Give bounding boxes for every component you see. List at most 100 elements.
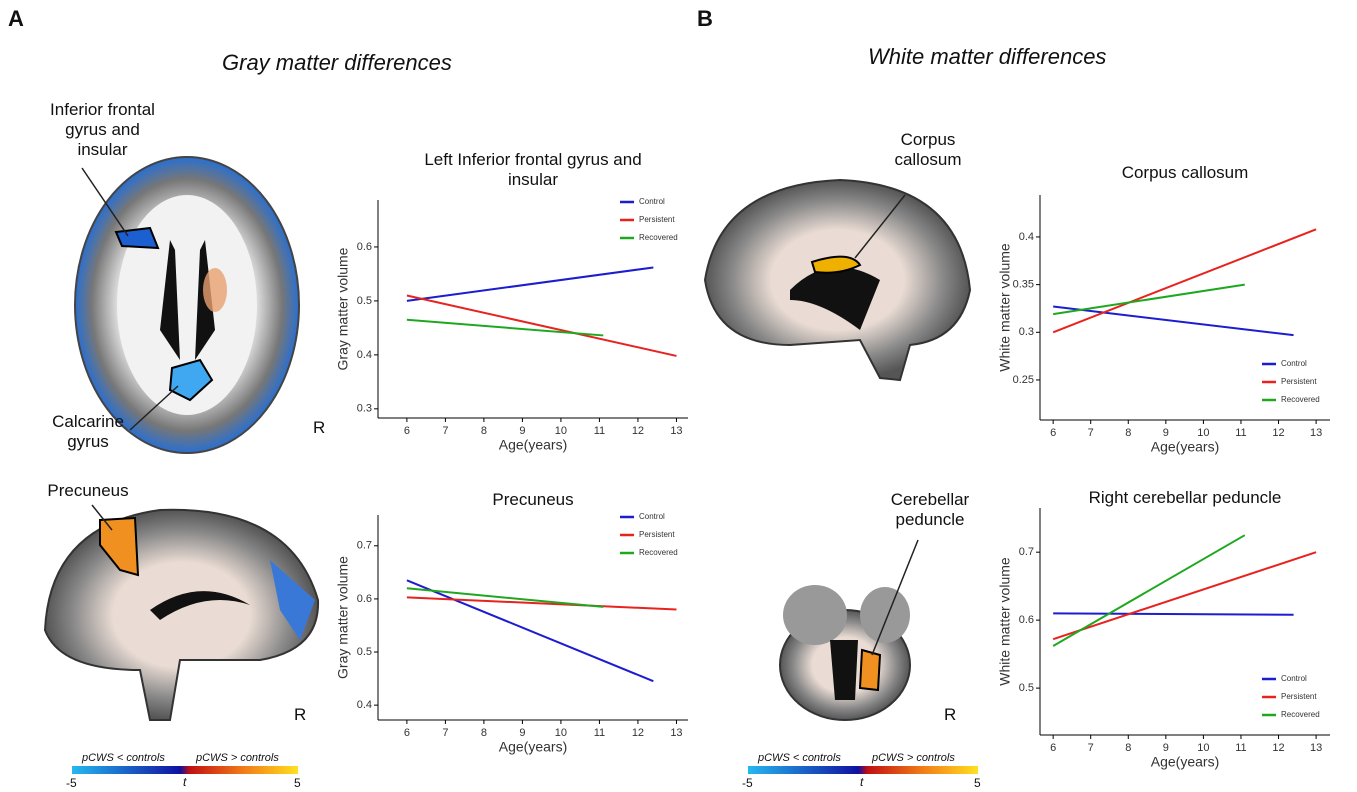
series-line: [406, 596, 677, 611]
colorbar: [72, 766, 298, 774]
series-line: [1053, 612, 1294, 616]
y-axis-label: White matter volume: [997, 557, 1013, 686]
region-label: Calcarine gyrus: [52, 412, 124, 451]
colorbar-tick: 5: [974, 776, 981, 790]
y-axis-label: Gray matter volume: [335, 556, 351, 679]
series-line: [406, 294, 677, 357]
chart-title: Corpus callosum: [1121, 163, 1249, 182]
legend-label: Control: [639, 197, 665, 206]
legend-label: Recovered: [1281, 710, 1320, 719]
x-axis-label: Age(years): [1151, 439, 1219, 455]
side-marker: R: [313, 418, 326, 437]
series-line: [406, 318, 604, 337]
x-axis-label: Age(years): [1151, 754, 1219, 770]
x-tick-label: 13: [670, 425, 682, 437]
series-line: [1053, 305, 1294, 337]
colorbar-tick: -5: [742, 776, 753, 790]
y-tick-label: 0.5: [357, 295, 372, 307]
y-tick-label: 0.3: [1019, 326, 1034, 338]
series-line: [406, 587, 604, 608]
x-tick-label: 12: [1272, 742, 1284, 754]
x-tick-label: 10: [555, 727, 567, 739]
x-tick-label: 8: [1125, 742, 1131, 754]
x-tick-label: 6: [404, 727, 410, 739]
axial-brain: [74, 156, 300, 454]
chart-title: Left Inferior frontal gyrus and insular: [424, 150, 642, 189]
side-marker: R: [944, 705, 957, 724]
series-line: [1052, 228, 1317, 334]
colorbar-label: pCWS < controls: [82, 752, 165, 764]
sagittal-brain-b: [703, 178, 972, 382]
x-tick-label: 13: [1310, 742, 1322, 754]
colorbar-tick: -5: [66, 776, 77, 790]
series-line: [1052, 551, 1317, 641]
y-tick-label: 0.4: [357, 699, 372, 711]
y-axis-label: Gray matter volume: [335, 247, 351, 370]
x-tick-label: 12: [632, 727, 644, 739]
colorbar-label: pCWS < controls: [758, 752, 841, 764]
y-tick-label: 0.4: [1019, 231, 1034, 243]
colorbar: [748, 766, 978, 774]
x-tick-label: 10: [1197, 427, 1209, 439]
region-label: Inferior frontal gyrus and insular: [50, 100, 155, 159]
x-tick-label: 10: [1197, 742, 1209, 754]
chart-title: Precuneus: [492, 490, 574, 509]
region-label: Cerebellar peduncle: [890, 490, 970, 529]
region-label: Corpus callosum: [894, 130, 962, 169]
side-marker: R: [294, 705, 307, 724]
y-tick-label: 0.7: [1019, 546, 1034, 558]
x-tick-label: 12: [632, 425, 644, 437]
chart-title: Right cerebellar peduncle: [1088, 488, 1282, 507]
panel-label: A: [8, 6, 24, 31]
x-tick-label: 9: [1163, 427, 1169, 439]
legend-label: Recovered: [1281, 395, 1320, 404]
series-line: [1052, 534, 1246, 647]
panel-label: B: [697, 6, 713, 31]
x-tick-label: 6: [404, 425, 410, 437]
x-tick-label: 13: [1310, 427, 1322, 439]
x-tick-label: 6: [1050, 742, 1056, 754]
x-tick-label: 7: [1088, 427, 1094, 439]
x-tick-label: 9: [519, 727, 525, 739]
y-tick-label: 0.4: [357, 349, 372, 361]
y-tick-label: 0.5: [357, 646, 372, 658]
x-tick-label: 9: [519, 425, 525, 437]
x-tick-label: 11: [1235, 742, 1246, 754]
y-tick-label: 0.25: [1013, 374, 1034, 386]
x-tick-label: 6: [1050, 427, 1056, 439]
legend-label: Control: [639, 512, 665, 521]
y-tick-label: 0.5: [1019, 682, 1034, 694]
cerebellum: [779, 539, 919, 721]
legend-label: Persistent: [1281, 692, 1317, 701]
legend-label: Recovered: [639, 233, 678, 242]
colorbar-tick: t: [860, 775, 864, 789]
legend-label: Recovered: [639, 548, 678, 557]
colorbar-tick: t: [183, 775, 187, 789]
legend-label: Persistent: [1281, 377, 1317, 386]
x-tick-label: 11: [1235, 427, 1246, 439]
x-tick-label: 11: [594, 425, 605, 437]
x-tick-label: 7: [1088, 742, 1094, 754]
x-tick-label: 8: [481, 425, 487, 437]
x-tick-label: 12: [1272, 427, 1284, 439]
section-title: Gray matter differences: [222, 50, 452, 75]
colorbar-tick: 5: [294, 776, 301, 790]
x-axis-label: Age(years): [499, 437, 567, 453]
y-axis-label: White matter volume: [997, 243, 1013, 372]
y-tick-label: 0.6: [1019, 614, 1034, 626]
x-tick-label: 10: [555, 425, 567, 437]
x-tick-label: 7: [442, 727, 448, 739]
series-line: [406, 579, 654, 683]
legend-label: Control: [1281, 674, 1307, 683]
y-tick-label: 0.35: [1013, 279, 1034, 291]
x-axis-label: Age(years): [499, 739, 567, 755]
x-tick-label: 7: [442, 425, 448, 437]
x-tick-label: 8: [481, 727, 487, 739]
x-tick-label: 9: [1163, 742, 1169, 754]
x-tick-label: 13: [670, 727, 682, 739]
legend-label: Persistent: [639, 530, 675, 539]
y-tick-label: 0.7: [357, 540, 372, 552]
x-tick-label: 8: [1125, 427, 1131, 439]
region-label: Precuneus: [47, 481, 129, 500]
